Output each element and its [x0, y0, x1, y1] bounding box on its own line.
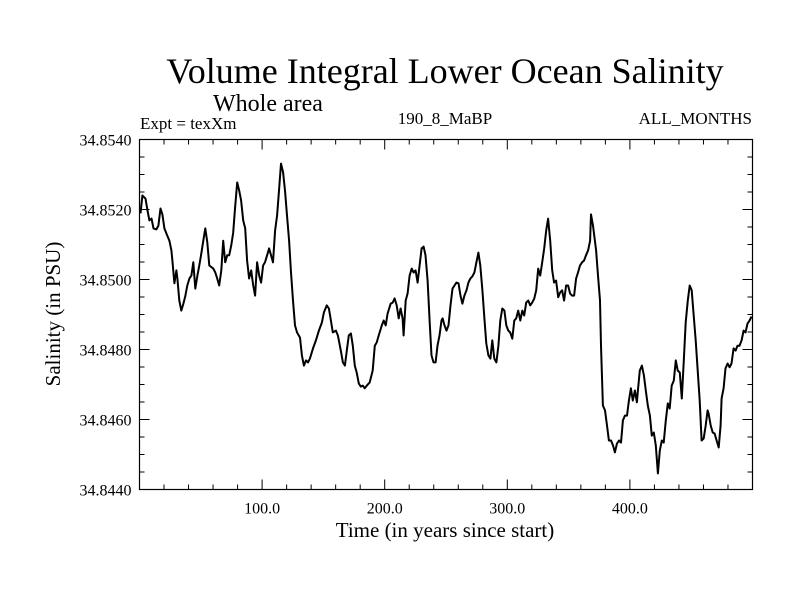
x-tick-label: 100.0: [244, 501, 280, 518]
axis-ticks: [139, 139, 753, 490]
axis-tick-labels: 100.0 200.0 300.0 400.0 34.8440 34.8460 34.848…: [80, 133, 648, 518]
data-series: [139, 162, 753, 475]
plot-frame: [138, 138, 754, 491]
y-axis-label: Salinity (in PSU): [41, 242, 65, 387]
months-label: ALL_MONTHS: [639, 109, 752, 128]
x-axis-label: Time (in years since start): [336, 518, 555, 542]
y-tick-label: 34.8520: [80, 203, 132, 220]
y-tick-label: 34.8460: [80, 413, 132, 430]
y-tick-label: 34.8440: [80, 483, 132, 500]
y-tick-label: 34.8540: [80, 133, 132, 150]
chart-subtitle: Whole area: [213, 91, 323, 117]
period-label: 190_8_MaBP: [398, 109, 492, 128]
y-tick-label: 34.8480: [80, 343, 132, 360]
x-tick-label: 200.0: [367, 501, 403, 518]
x-tick-label: 300.0: [489, 501, 525, 518]
salinity-line: [139, 162, 753, 475]
experiment-label: Expt = texXm: [140, 114, 236, 133]
y-tick-label: 34.8500: [80, 273, 132, 290]
chart-title: Volume Integral Lower Ocean Salinity: [166, 51, 723, 91]
x-tick-label: 400.0: [612, 501, 648, 518]
